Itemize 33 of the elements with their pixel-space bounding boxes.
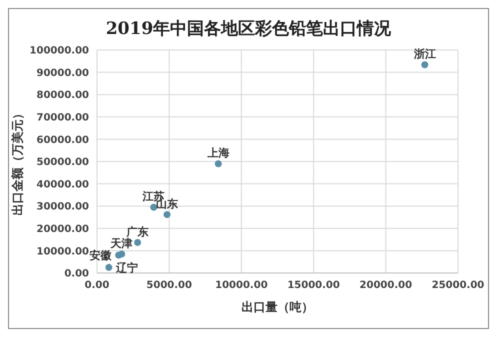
y-tick-label: 40000.00 xyxy=(36,179,90,190)
annotation: 广东 xyxy=(126,225,149,238)
x-tick-label: 0.00 xyxy=(84,280,110,292)
y-axis-title: 出口金额（万美元） xyxy=(10,108,24,216)
y-tick-label: 60000.00 xyxy=(36,134,90,146)
annotation: 上海 xyxy=(206,146,230,160)
point xyxy=(115,252,122,259)
chart-title: 2019年中国各地区彩色铅笔出口情况 xyxy=(104,18,392,40)
y-tick-label: 0.00 xyxy=(64,268,90,280)
x-tick-label: 20000.00 xyxy=(360,280,412,292)
point xyxy=(421,61,428,68)
point xyxy=(134,238,142,246)
x-tick-label: 5000.00 xyxy=(146,280,192,292)
x-axis-title: 出口量（吨） xyxy=(242,300,314,314)
y-tick-label: 70000.00 xyxy=(36,112,90,124)
y-tick-label: 20000.00 xyxy=(36,224,90,235)
annotation: 安徽 xyxy=(90,249,113,262)
y-tick-label: 100000.00 xyxy=(30,46,90,57)
annotation: 浙江 xyxy=(412,48,436,61)
point xyxy=(150,204,158,211)
y-tick-label: 50000.00 xyxy=(36,157,90,168)
y-tick-label: 30000.00 xyxy=(36,202,90,213)
x-tick-label: 15000.00 xyxy=(287,280,340,292)
y-tick-label: 10000.00 xyxy=(36,246,90,258)
point xyxy=(105,264,112,271)
x-tick-label: 10000.00 xyxy=(215,280,268,292)
y-tick-label: 90000.00 xyxy=(36,68,90,79)
annotation: 天津 xyxy=(110,237,133,250)
point xyxy=(214,160,222,168)
y-tick-label: 80000.00 xyxy=(36,90,90,102)
x-tick-label: 25000.00 xyxy=(432,280,484,292)
point xyxy=(164,211,171,218)
annotation: 辽宁 xyxy=(114,261,138,274)
